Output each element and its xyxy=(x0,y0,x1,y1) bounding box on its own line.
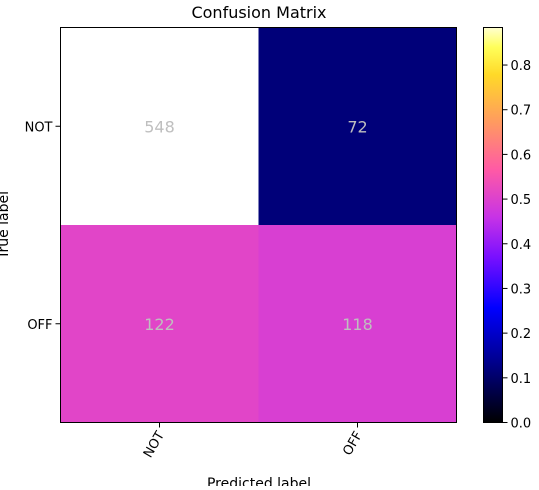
heatmap-cell xyxy=(258,27,457,225)
cell-value-label: 72 xyxy=(347,117,367,136)
x-axis-ticks: NOT OFF xyxy=(141,422,366,461)
cell-value-label: 122 xyxy=(144,315,175,334)
cell-value-label: 548 xyxy=(144,117,175,136)
colorbar-ticks: 0.0 0.1 0.2 0.3 0.4 0.5 0.6 0.7 0.8 xyxy=(502,59,532,432)
y-tick-label: NOT xyxy=(25,120,53,135)
x-tick-label: OFF xyxy=(340,429,366,458)
colorbar xyxy=(483,27,503,423)
colorbar-tick-label: 0.3 xyxy=(511,282,532,297)
colorbar-tick-label: 0.4 xyxy=(511,238,532,253)
x-tick-label: NOT xyxy=(141,429,168,461)
heatmap-cells xyxy=(60,27,457,423)
y-axis-ticks: NOT OFF xyxy=(25,120,61,333)
colorbar-tick-label: 0.8 xyxy=(511,59,532,74)
y-tick-label: OFF xyxy=(27,318,52,333)
heatmap-cell xyxy=(258,225,457,423)
colorbar-tick-label: 0.0 xyxy=(511,417,532,432)
heatmap-cell xyxy=(60,225,259,423)
heatmap-cell-labels: 548 72 122 118 xyxy=(144,117,373,334)
colorbar-tick-label: 0.7 xyxy=(511,104,532,119)
chart-title: Confusion Matrix xyxy=(191,3,326,22)
y-axis-label: True label xyxy=(0,191,12,260)
colorbar-tick-label: 0.6 xyxy=(511,148,532,163)
plot-frame xyxy=(60,27,457,423)
heatmap-cell xyxy=(60,27,259,225)
cell-value-label: 118 xyxy=(342,315,373,334)
colorbar-tick-label: 0.2 xyxy=(511,327,532,342)
x-axis-label: Predicted label xyxy=(207,476,311,486)
colorbar-tick-label: 0.1 xyxy=(511,372,532,387)
colorbar-tick-label: 0.5 xyxy=(511,193,532,208)
